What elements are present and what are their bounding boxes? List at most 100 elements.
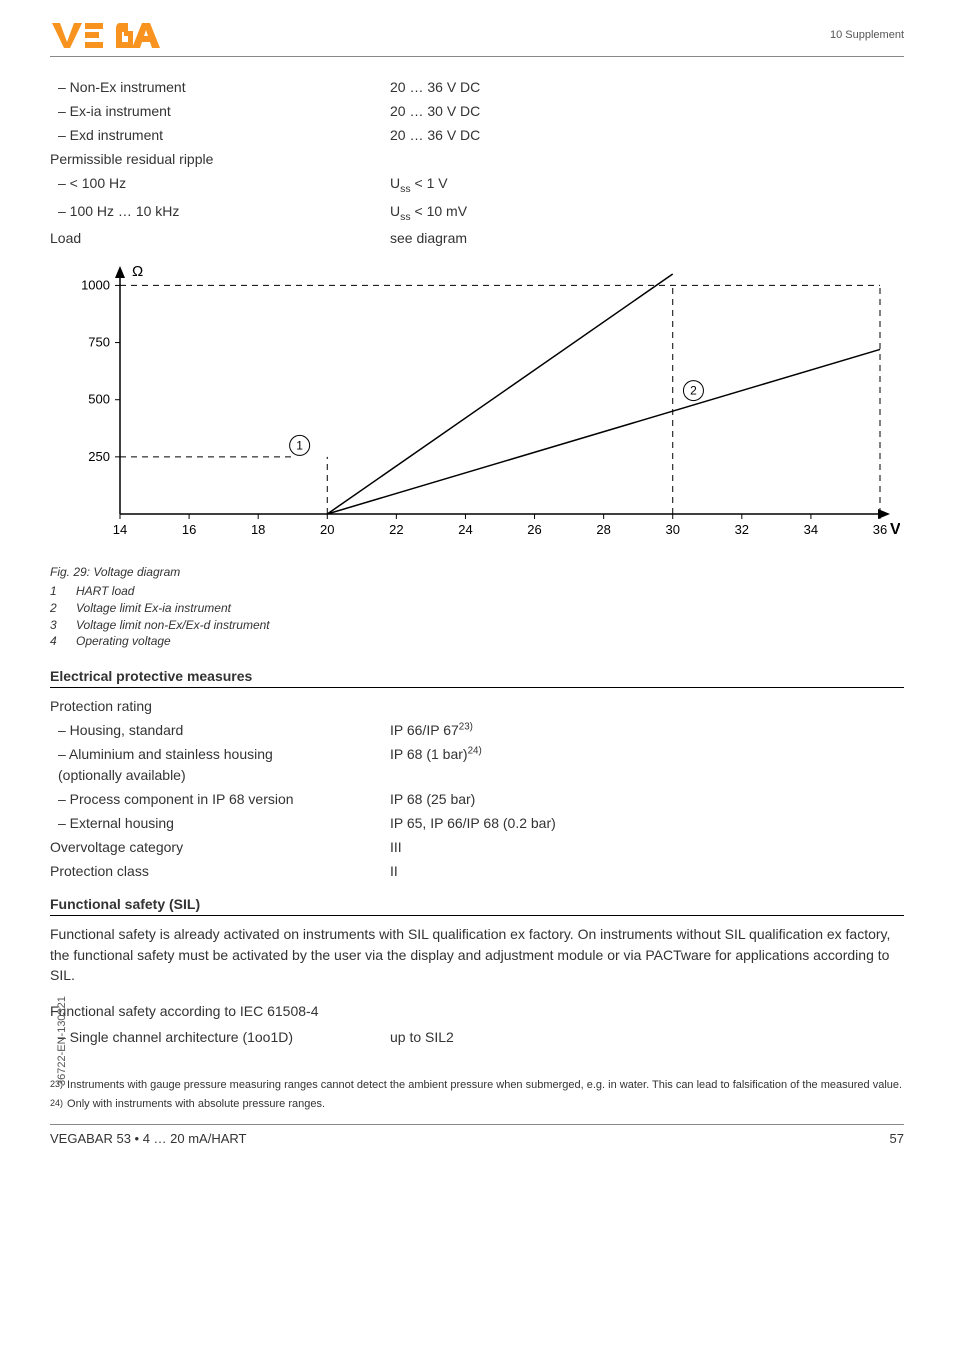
svg-text:1: 1 — [296, 439, 303, 453]
svg-text:30: 30 — [665, 522, 679, 537]
spec-row: Protection classII — [50, 861, 904, 882]
spec-value: 20 … 36 V DC — [390, 125, 904, 146]
sil-body: Functional safety is already activated o… — [50, 924, 904, 985]
legend-row: 2 Voltage limit Ex-ia instrument — [50, 600, 904, 617]
spec-value: IP 65, IP 66/IP 68 (0.2 bar) — [390, 813, 904, 834]
spec-row: – External housingIP 65, IP 66/IP 68 (0.… — [50, 813, 904, 834]
spec-label: – Non-Ex instrument — [50, 77, 390, 98]
spec-label: – Ex-ia instrument — [50, 101, 390, 122]
svg-text:14: 14 — [113, 522, 127, 537]
spec-value: IP 68 (25 bar) — [390, 789, 904, 810]
spec-value: IP 66/IP 6723) — [390, 720, 904, 741]
legend-row: 1 HART load — [50, 583, 904, 600]
spec-label: – 100 Hz … 10 kHz — [50, 201, 390, 226]
footnote: 24) Only with instruments with absolute p… — [50, 1097, 904, 1112]
legend-num: 3 — [50, 617, 64, 634]
spec-row: Permissible residual ripple — [50, 149, 904, 170]
logo — [50, 20, 160, 50]
svg-text:250: 250 — [88, 449, 110, 464]
spec-row: – Non-Ex instrument20 … 36 V DC — [50, 77, 904, 98]
spec-label: Permissible residual ripple — [50, 149, 390, 170]
footer-left: VEGABAR 53 • 4 … 20 mA/HART — [50, 1131, 247, 1146]
spec-row: – < 100 HzUss < 1 V — [50, 173, 904, 198]
spec-value: 20 … 30 V DC — [390, 101, 904, 122]
svg-text:22: 22 — [389, 522, 403, 537]
page-header: 10 Supplement — [50, 20, 904, 57]
spec-row: – Process component in IP 68 versionIP 6… — [50, 789, 904, 810]
svg-text:Ω: Ω — [132, 264, 143, 280]
legend-text: Voltage limit Ex-ia instrument — [76, 600, 231, 617]
spec-row: – Aluminium and stainless housing (optio… — [50, 744, 904, 786]
spec-row: – Housing, standardIP 66/IP 6723) — [50, 720, 904, 741]
svg-text:V: V — [890, 521, 900, 538]
svg-text:20: 20 — [320, 522, 334, 537]
footnote: 23)Instruments with gauge pressure measu… — [50, 1078, 904, 1093]
legend-num: 1 — [50, 583, 64, 600]
legend-text: Voltage limit non-Ex/Ex-d instrument — [76, 617, 270, 634]
figure-caption: Fig. 29: Voltage diagram — [50, 565, 904, 579]
spec-row: – 100 Hz … 10 kHzUss < 10 mV — [50, 201, 904, 226]
footnote-text: Instruments with gauge pressure measurin… — [67, 1078, 902, 1093]
footnote-sup: 24) — [50, 1097, 63, 1112]
chart-svg: 2505007501000Ω141618202224262830323436V1… — [50, 264, 900, 554]
spec-label: – External housing — [50, 813, 390, 834]
epm-rows: Protection rating– Housing, standardIP 6… — [50, 696, 904, 882]
svg-text:500: 500 — [88, 392, 110, 407]
svg-text:24: 24 — [458, 522, 472, 537]
legend-text: HART load — [76, 583, 134, 600]
spec-label: – Housing, standard — [50, 720, 390, 741]
spec-value — [390, 696, 904, 717]
logo-svg — [50, 20, 160, 50]
sil-sub: Functional safety according to IEC 61508… — [50, 1001, 904, 1021]
spec-label: Protection rating — [50, 696, 390, 717]
spec-row: – Exd instrument20 … 36 V DC — [50, 125, 904, 146]
spec-label: – Single channel architecture (1oo1D) — [50, 1027, 390, 1048]
footnotes: 23)Instruments with gauge pressure measu… — [50, 1078, 904, 1112]
svg-text:1000: 1000 — [81, 278, 110, 293]
spec-value: see diagram — [390, 228, 904, 249]
spec-row: Protection rating — [50, 696, 904, 717]
spec-label: Load — [50, 228, 390, 249]
section-heading-epm: Electrical protective measures — [50, 668, 904, 688]
svg-text:32: 32 — [735, 522, 749, 537]
svg-text:2: 2 — [690, 384, 697, 398]
svg-text:18: 18 — [251, 522, 265, 537]
spec-label: – Aluminium and stainless housing (optio… — [50, 744, 390, 786]
legend-num: 4 — [50, 633, 64, 650]
legend-row: 3 Voltage limit non-Ex/Ex-d instrument — [50, 617, 904, 634]
svg-text:28: 28 — [596, 522, 610, 537]
specs-top: – Non-Ex instrument20 … 36 V DC– Ex-ia i… — [50, 77, 904, 249]
sil-rows: – Single channel architecture (1oo1D)up … — [50, 1027, 904, 1048]
figure-legend: 1 HART load 2 Voltage limit Ex-ia instrumen… — [50, 583, 904, 650]
legend-text: Operating voltage — [76, 633, 171, 650]
spec-value — [390, 149, 904, 170]
spec-row: – Single channel architecture (1oo1D)up … — [50, 1027, 904, 1048]
spec-value: 20 … 36 V DC — [390, 77, 904, 98]
svg-text:16: 16 — [182, 522, 196, 537]
spec-value: IP 68 (1 bar)24) — [390, 744, 904, 786]
header-section-label: 10 Supplement — [830, 29, 904, 41]
spec-value: Uss < 1 V — [390, 173, 904, 198]
spec-label: – Exd instrument — [50, 125, 390, 146]
legend-row: 4 Operating voltage — [50, 633, 904, 650]
svg-text:34: 34 — [804, 522, 818, 537]
spec-row: – Ex-ia instrument20 … 30 V DC — [50, 101, 904, 122]
page-footer: VEGABAR 53 • 4 … 20 mA/HART 57 — [50, 1124, 904, 1146]
spec-row: Overvoltage categoryIII — [50, 837, 904, 858]
spec-label: – < 100 Hz — [50, 173, 390, 198]
spec-label: – Process component in IP 68 version — [50, 789, 390, 810]
section-heading-sil: Functional safety (SIL) — [50, 896, 904, 916]
footer-right: 57 — [890, 1131, 904, 1146]
spec-label: Protection class — [50, 861, 390, 882]
footnote-text: Only with instruments with absolute pres… — [67, 1097, 325, 1112]
spec-value: Uss < 10 mV — [390, 201, 904, 226]
spec-label: Overvoltage category — [50, 837, 390, 858]
spec-value: up to SIL2 — [390, 1027, 904, 1048]
spec-row: Loadsee diagram — [50, 228, 904, 249]
legend-num: 2 — [50, 600, 64, 617]
spec-value: II — [390, 861, 904, 882]
spec-value: III — [390, 837, 904, 858]
voltage-diagram: 2505007501000Ω141618202224262830323436V1… — [50, 264, 904, 557]
svg-text:26: 26 — [527, 522, 541, 537]
side-doc-id: 36722-EN-130321 — [56, 996, 68, 1086]
